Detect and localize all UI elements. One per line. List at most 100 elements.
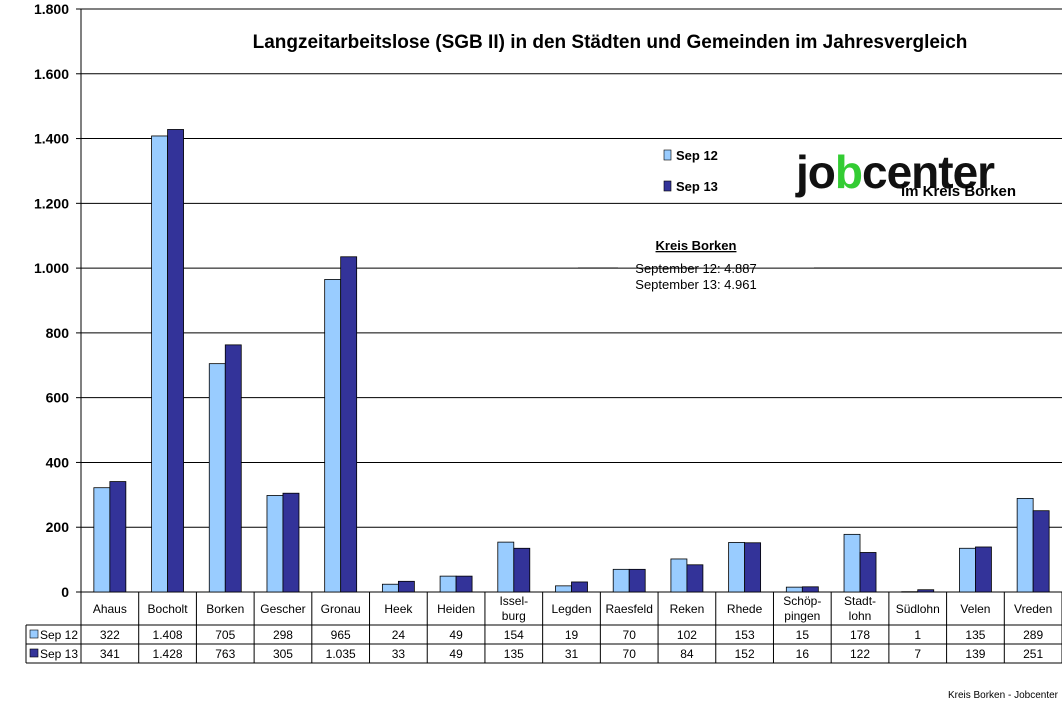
- table-cell: 178: [850, 628, 870, 642]
- y-tick-label: 600: [46, 390, 70, 406]
- table-cell: 152: [735, 647, 755, 661]
- bar-sep-13: [801, 586, 819, 593]
- category-label: Legden: [551, 602, 591, 616]
- y-tick-label: 1.000: [34, 260, 69, 276]
- bar-sep-13: [686, 564, 704, 593]
- y-tick-label: 0: [61, 584, 69, 600]
- y-tick-label: 1.200: [34, 195, 69, 211]
- bar-sep-12: [208, 363, 226, 593]
- annotation-line-1: September 12: 4.887: [635, 261, 756, 276]
- y-tick-label: 1.800: [34, 1, 69, 17]
- bar-sep-12: [785, 586, 803, 593]
- bar-sep-12: [1016, 497, 1034, 593]
- y-axis: 0 200 400 600 800 1.000 1.200 1.400 1.600 1.800: [34, 1, 82, 600]
- category-label: Gronau: [321, 602, 361, 616]
- table-cell: 289: [1023, 628, 1043, 642]
- category-label: Südlohn: [896, 602, 940, 616]
- bar-sep-12: [670, 558, 688, 593]
- bar-sep-13: [975, 546, 992, 593]
- table-cell: 251: [1023, 647, 1043, 661]
- category-label: Stadt-: [844, 594, 876, 608]
- bar-sep-13: [282, 492, 300, 593]
- y-tick-label: 1.600: [34, 66, 69, 82]
- category-label: Issel-: [499, 594, 528, 608]
- y-tick-label: 400: [46, 454, 70, 470]
- table-cell: 153: [735, 628, 755, 642]
- y-tick-label: 200: [46, 519, 70, 535]
- bars: [93, 129, 1050, 593]
- table-cell: 16: [796, 647, 810, 661]
- bar-sep-13: [513, 547, 531, 593]
- bar-sep-12: [266, 495, 284, 593]
- table-cell: 1: [914, 628, 921, 642]
- table-cell: 84: [680, 647, 694, 661]
- legend-label: Sep 13: [676, 179, 718, 194]
- table-cell: 33: [392, 647, 406, 661]
- table-legend-swatch: [29, 648, 39, 658]
- category-label: Bocholt: [148, 602, 189, 616]
- category-label: Ahaus: [93, 602, 127, 616]
- table-cell: 1.035: [326, 647, 356, 661]
- table-cell: 49: [449, 628, 463, 642]
- bar-sep-12: [843, 533, 861, 593]
- category-label: burg: [502, 609, 526, 623]
- chart-title: Langzeitarbeitslose (SGB II) in den Städ…: [253, 32, 968, 53]
- table-cell: 135: [504, 647, 524, 661]
- legend-label: Sep 12: [676, 148, 718, 163]
- bar-sep-12: [901, 591, 919, 593]
- bar-sep-13: [340, 256, 358, 593]
- bar-sep-12: [439, 575, 457, 593]
- table-cell: 122: [850, 647, 870, 661]
- table-cell: 7: [914, 647, 921, 661]
- bar-sep-12: [324, 279, 342, 593]
- category-label: Schöp-: [783, 594, 821, 608]
- table-series-label: Sep 12: [40, 628, 78, 642]
- category-label: Raesfeld: [606, 602, 653, 616]
- footer-text: Kreis Borken - Jobcenter: [948, 690, 1059, 701]
- bar-sep-13: [917, 589, 935, 593]
- legend-swatch: [663, 180, 672, 192]
- bar-sep-13: [397, 580, 415, 593]
- data-table: Ahaus Bocholt Borken Gescher Gronau Heek Heide…: [25, 592, 1062, 664]
- category-label: Reken: [670, 602, 705, 616]
- y-tick-label: 1.400: [34, 131, 69, 147]
- y-tick-label: 800: [46, 325, 70, 341]
- table-cell: 19: [565, 628, 579, 642]
- jobcenter-logo: jobcenter im Kreis Borken: [795, 146, 1016, 200]
- table-cell: 31: [565, 647, 579, 661]
- category-label: Rhede: [727, 602, 763, 616]
- category-label: Velen: [960, 602, 990, 616]
- bar-sep-12: [612, 568, 630, 593]
- table-cell: 705: [215, 628, 235, 642]
- category-label: Gescher: [260, 602, 305, 616]
- bar-sep-12: [93, 487, 111, 593]
- bar-sep-13: [224, 344, 242, 593]
- table-cell: 102: [677, 628, 697, 642]
- table-cell: 965: [331, 628, 351, 642]
- bar-sep-12: [381, 583, 399, 593]
- bar-sep-13: [109, 481, 127, 593]
- bar-sep-13: [167, 129, 184, 593]
- bar-sep-13: [455, 575, 473, 593]
- table-cell: 298: [273, 628, 293, 642]
- table-cell: 763: [215, 647, 235, 661]
- table-cell: 341: [100, 647, 120, 661]
- bar-sep-13: [859, 552, 877, 593]
- table-cell: 135: [965, 628, 985, 642]
- category-label: Heiden: [437, 602, 475, 616]
- table-cell: 70: [623, 628, 637, 642]
- table-cell: 24: [392, 628, 406, 642]
- logo-subtext: im Kreis Borken: [901, 183, 1016, 200]
- table-cell: 1.408: [153, 628, 183, 642]
- category-label: Borken: [206, 602, 244, 616]
- table-cell: 1.428: [153, 647, 183, 661]
- category-label: lohn: [849, 609, 872, 623]
- table-cell: 154: [504, 628, 524, 642]
- table-cell: 305: [273, 647, 293, 661]
- annotation-box: Kreis Borken September 12: 4.887 Septemb…: [578, 238, 1062, 292]
- bar-sep-13: [628, 568, 646, 593]
- bar-sep-12: [151, 135, 168, 593]
- bar-sep-13: [744, 542, 762, 593]
- bar-sep-12: [497, 541, 515, 593]
